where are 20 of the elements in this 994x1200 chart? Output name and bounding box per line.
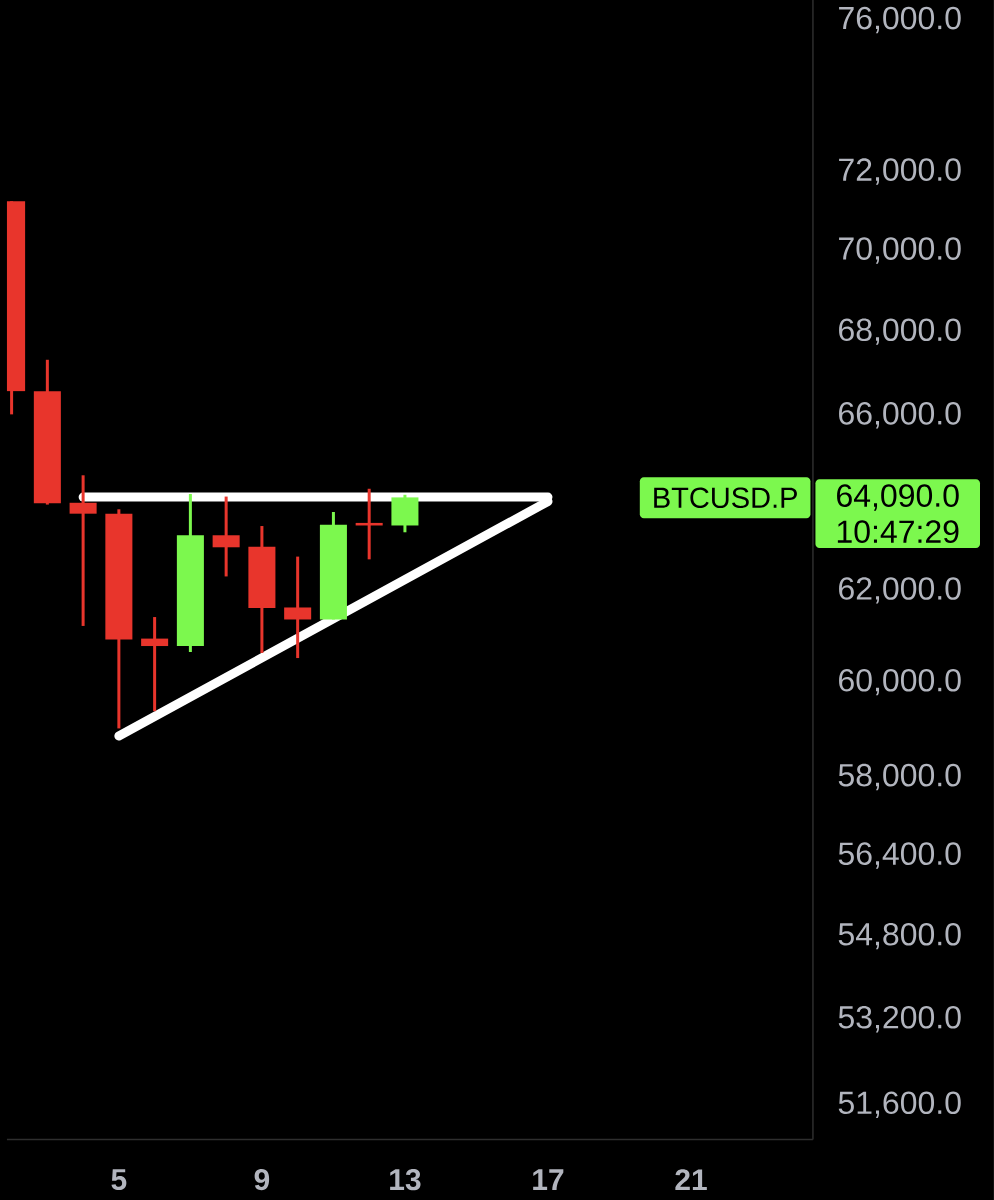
y-tick-label: 56,400.0 — [838, 842, 961, 869]
y-tick-label: 72,000.0 — [839, 158, 961, 185]
y-tick-label: 54,800.0 — [838, 922, 961, 950]
y-tick-label: 68,000.0 — [839, 318, 961, 345]
y-tick-label: 76,000.0 — [839, 6, 961, 34]
y-tick-label: 53,200.0 — [838, 1005, 961, 1033]
y-tick-label: 60,000.0 — [839, 668, 961, 696]
x-tick-label: 5 — [111, 1169, 127, 1191]
x-tick-label: 21 — [675, 1169, 707, 1191]
annotation: BTCUSD.P — [654, 487, 797, 509]
x-tick-label: 9 — [254, 1168, 270, 1191]
y-tick-label: 62,000.0 — [839, 577, 961, 604]
text: 64,090.0 — [837, 484, 959, 511]
x-tick-label: 13 — [390, 1168, 421, 1191]
y-tick-label: 58,000.0 — [838, 763, 961, 791]
y-tick-label: 70,000.0 — [839, 237, 961, 264]
text: 10:47:29 — [837, 520, 959, 543]
y-tick-label: 66,000.0 — [839, 402, 961, 429]
x-tick-label: 17 — [533, 1169, 564, 1190]
y-tick-label: 51,600.0 — [838, 1091, 961, 1118]
